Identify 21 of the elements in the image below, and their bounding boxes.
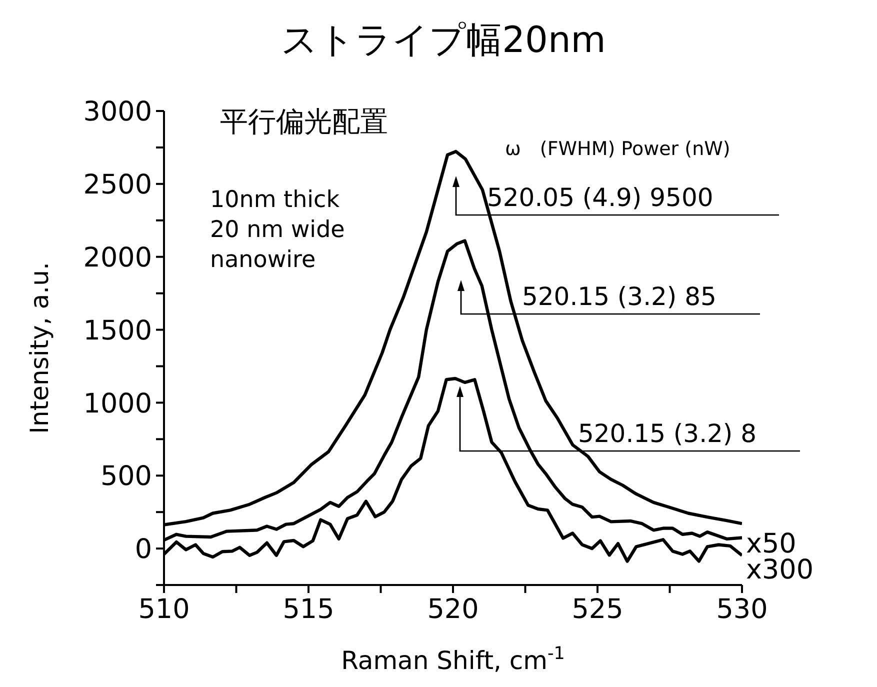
x-tick-label: 525 bbox=[572, 594, 624, 626]
annotation: 平行偏光配置 bbox=[220, 105, 388, 138]
y-tick-label: 2500 bbox=[83, 170, 152, 201]
x-tick-label: 520 bbox=[427, 594, 479, 626]
y-axis-title: Intensity, a.u. bbox=[25, 262, 54, 434]
y-tick-label: 500 bbox=[100, 461, 152, 492]
annotation: 520.15 (3.2) 8 bbox=[578, 419, 757, 448]
chart-title: ストライプ幅20nm bbox=[281, 20, 606, 61]
y-tick-label: 1500 bbox=[83, 315, 152, 346]
x-tick-label: 515 bbox=[282, 594, 334, 626]
x-tick-label: 530 bbox=[716, 594, 768, 626]
annotation: 520.15 (3.2) 85 bbox=[522, 282, 716, 311]
y-tick-label: 0 bbox=[134, 534, 152, 566]
y-tick-label: 1000 bbox=[83, 388, 152, 420]
x-axis-title: Raman Shift, cm$^{-1}$ bbox=[341, 644, 565, 675]
y-tick-label: 3000 bbox=[83, 96, 152, 128]
annotation: 520.05 (4.9) 9500 bbox=[487, 183, 714, 212]
x-tick-label: 510 bbox=[138, 594, 190, 626]
annotation: 10nm thick 20 nm wide nanowire bbox=[210, 187, 345, 273]
y-tick-label: 2000 bbox=[83, 242, 152, 274]
annotation: ω (FWHM) Power (nW) bbox=[505, 138, 730, 160]
